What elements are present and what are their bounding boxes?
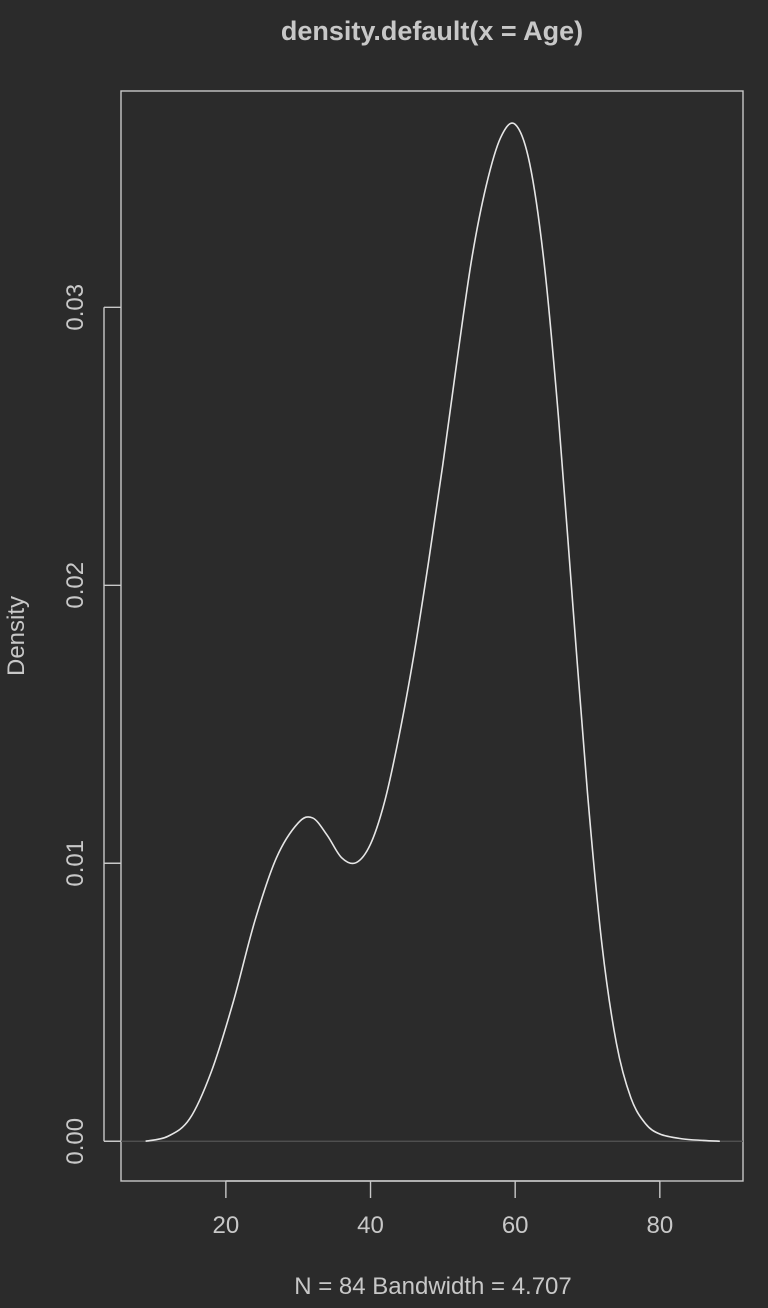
y-tick-label: 0.02 — [62, 562, 89, 609]
x-tick-label: 40 — [357, 1212, 384, 1239]
y-tick-label: 0.03 — [62, 284, 89, 331]
plot-box — [120, 90, 744, 1182]
x-tick-label: 20 — [213, 1212, 240, 1239]
x-tick-label: 80 — [646, 1212, 673, 1239]
y-axis-label: Density — [3, 596, 30, 676]
y-tick-label: 0.00 — [62, 1118, 89, 1165]
x-tick-label: 60 — [502, 1212, 529, 1239]
density-line — [145, 122, 720, 1143]
y-tick-label: 0.01 — [62, 840, 89, 887]
y-axis: 0.00 0.01 0.02 0.03 — [62, 284, 121, 1165]
x-axis-label: N = 84 Bandwidth = 4.707 — [294, 1273, 572, 1300]
chart-title: density.default(x = Age) — [281, 16, 583, 46]
x-axis: 20 40 60 80 — [213, 1180, 673, 1239]
